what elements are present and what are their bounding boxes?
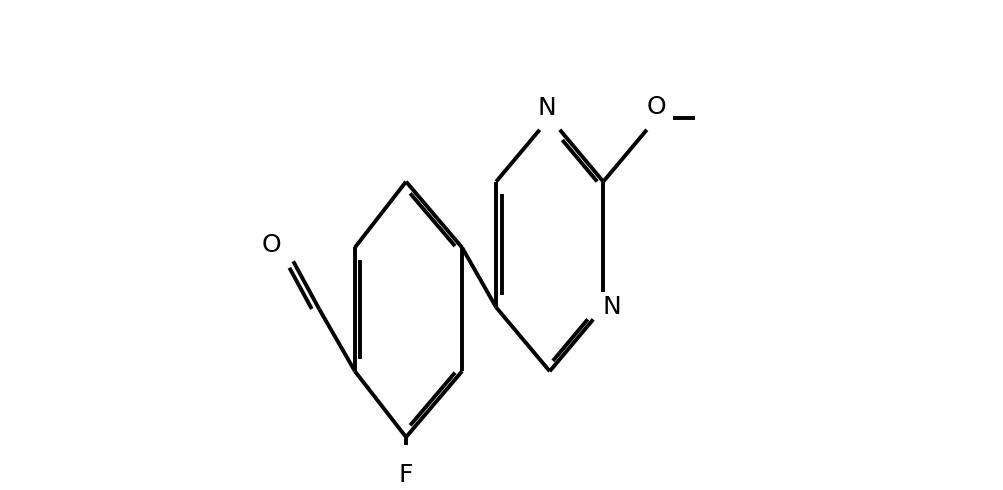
Text: F: F: [398, 463, 413, 487]
Text: N: N: [538, 96, 556, 120]
Text: N: N: [602, 295, 621, 319]
Text: O: O: [646, 95, 666, 119]
Text: O: O: [261, 233, 281, 257]
